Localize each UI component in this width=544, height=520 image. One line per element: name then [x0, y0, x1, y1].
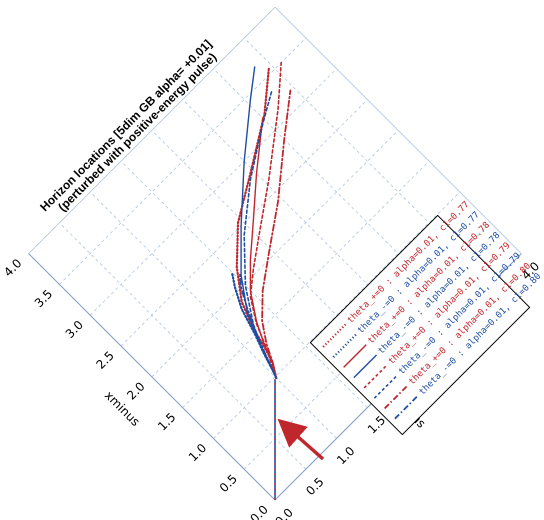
xminus-axis-line: [28, 253, 276, 501]
legend: theta_+=0 : alpha=0.01, c1=0.77theta_-=0…: [309, 200, 543, 436]
xminus-tick-label: 2.5: [93, 348, 116, 371]
series-line-5: [249, 61, 282, 379]
chart-title-line-2: (perturbed with positive-energy pulse): [55, 50, 219, 214]
grid-line: [182, 99, 430, 347]
xminus-tick-label: 0.5: [217, 472, 240, 495]
chart-title-line-1: Horizon locations [5dim GB alpha= +0.01]: [37, 37, 214, 214]
chart-title: Horizon locations [5dim GB alpha= +0.01]…: [37, 37, 219, 214]
grid-line: [28, 6, 276, 254]
legend-box: [309, 214, 531, 436]
xminus-tick-label: 1.5: [155, 410, 178, 433]
xminus-tick-labels: 0.0 0.5 1.0 1.5 2.0 2.5 3.0 3.5 4.0: [1, 256, 271, 520]
legend-swatch-4: [353, 354, 378, 379]
grid-line: [182, 160, 430, 408]
xminus-tick-label: 0.0: [247, 502, 270, 520]
grid-line: [120, 99, 368, 347]
xminus-tick-label: 3.5: [32, 287, 55, 310]
legend-swatch-3: [343, 344, 367, 368]
grid-line: [213, 68, 461, 316]
grid-line: [243, 37, 491, 285]
grid-line: [59, 37, 307, 285]
arrow-shaft: [277, 418, 325, 461]
legend-swatch-7: [384, 385, 408, 410]
grid-line: [89, 68, 337, 316]
xminus-tick-label: 3.0: [63, 318, 86, 341]
series: [230, 61, 292, 500]
xminus-tick-label: 1.0: [186, 441, 209, 464]
annotation-arrow: [277, 418, 325, 461]
grid-line: [274, 6, 522, 254]
series-line-7: [261, 89, 292, 379]
xplus-tick-label: 0.5: [303, 475, 326, 498]
grid-line: [120, 160, 368, 408]
xminus-tick-label: 2.0: [124, 379, 147, 402]
xplus-tick-label: 1.0: [334, 444, 357, 467]
xplus-tick-label: 0.0: [272, 505, 295, 520]
xminus-tick-label: 4.0: [1, 256, 24, 279]
grid-line: [151, 130, 399, 378]
series-line-8: [239, 273, 278, 379]
grid-line: [89, 191, 337, 439]
grid-line: [213, 191, 461, 439]
legend-swatch-8: [394, 395, 419, 420]
